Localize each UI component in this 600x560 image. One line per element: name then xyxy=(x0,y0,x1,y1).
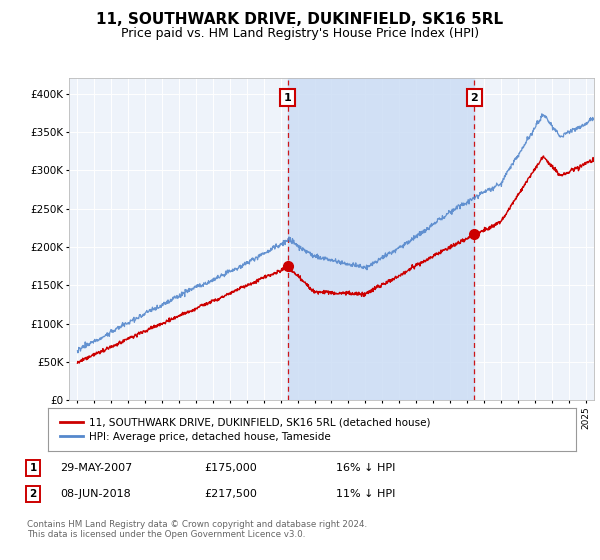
Text: £217,500: £217,500 xyxy=(204,489,257,499)
Text: 11, SOUTHWARK DRIVE, DUKINFIELD, SK16 5RL: 11, SOUTHWARK DRIVE, DUKINFIELD, SK16 5R… xyxy=(97,12,503,27)
Text: £175,000: £175,000 xyxy=(204,463,257,473)
Text: 16% ↓ HPI: 16% ↓ HPI xyxy=(336,463,395,473)
Text: 2: 2 xyxy=(470,92,478,102)
Text: 11% ↓ HPI: 11% ↓ HPI xyxy=(336,489,395,499)
Bar xyxy=(287,78,475,400)
Text: 08-JUN-2018: 08-JUN-2018 xyxy=(60,489,131,499)
Text: 1: 1 xyxy=(29,463,37,473)
Text: 29-MAY-2007: 29-MAY-2007 xyxy=(60,463,132,473)
Text: 2: 2 xyxy=(29,489,37,499)
Text: 1: 1 xyxy=(284,92,292,102)
Legend: 11, SOUTHWARK DRIVE, DUKINFIELD, SK16 5RL (detached house), HPI: Average price, : 11, SOUTHWARK DRIVE, DUKINFIELD, SK16 5R… xyxy=(56,413,435,446)
Text: Price paid vs. HM Land Registry's House Price Index (HPI): Price paid vs. HM Land Registry's House … xyxy=(121,27,479,40)
Text: Contains HM Land Registry data © Crown copyright and database right 2024.
This d: Contains HM Land Registry data © Crown c… xyxy=(27,520,367,539)
